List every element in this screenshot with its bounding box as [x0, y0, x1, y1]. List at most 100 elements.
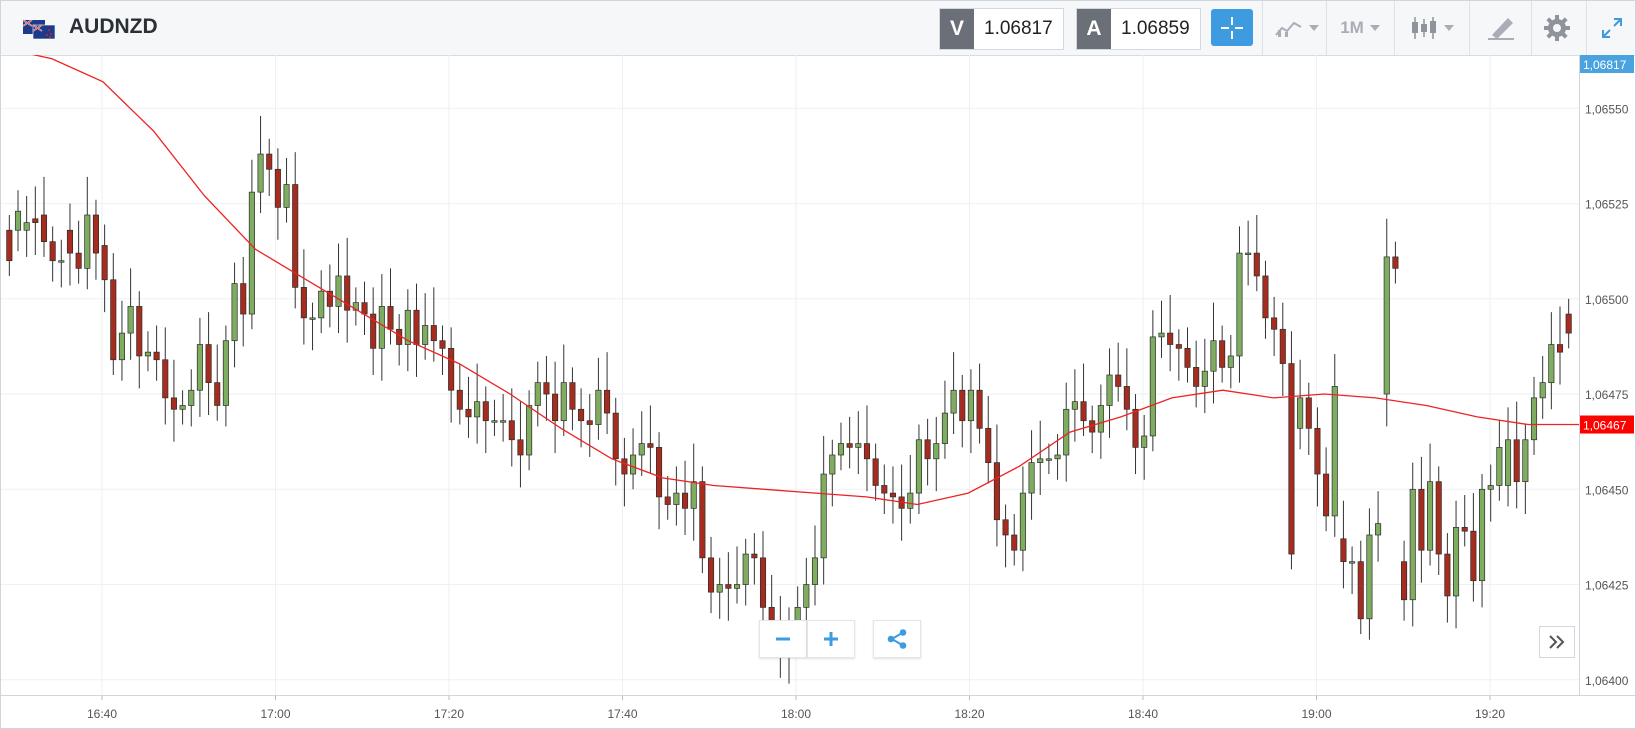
draw-icon — [1488, 18, 1514, 40]
zoom-controls — [759, 620, 855, 658]
candle-down — [456, 389, 463, 410]
candle-up — [318, 290, 325, 319]
candle-up — [14, 210, 22, 231]
candle-up — [222, 340, 229, 406]
candle-down — [1271, 317, 1278, 330]
candle-down — [1513, 439, 1520, 483]
fullscreen-button[interactable] — [1589, 5, 1635, 51]
candle-down — [300, 287, 307, 319]
toolbar-separator — [1469, 1, 1470, 55]
candle-up — [1141, 435, 1148, 448]
ask-price-box[interactable]: A 1.06859 — [1076, 8, 1201, 50]
candle-up — [352, 302, 359, 311]
candle-down — [759, 557, 767, 608]
candle-down — [240, 283, 247, 315]
candle-up — [1019, 492, 1026, 551]
candle-up — [179, 405, 186, 410]
candle-down — [508, 420, 515, 441]
candle-up — [1383, 256, 1390, 395]
share-icon — [887, 629, 907, 649]
candle-down — [1080, 401, 1087, 422]
candle-down — [1323, 473, 1330, 517]
symbol-title: AUDNZD — [69, 15, 158, 38]
price-tick-label: 1,06450 — [1585, 483, 1629, 497]
candle-up — [1487, 485, 1494, 490]
draw-tools-button[interactable] — [1476, 5, 1526, 51]
candle-up — [1236, 252, 1243, 357]
candle-down — [863, 443, 871, 460]
candle-down — [872, 458, 879, 486]
candle-up — [1453, 527, 1460, 597]
candle-up — [1227, 355, 1234, 368]
chart-grid — [1, 55, 1579, 695]
candle-down — [162, 359, 169, 399]
price-tick-label: 1,06550 — [1585, 102, 1629, 116]
time-tick-label: 17:00 — [260, 707, 290, 721]
candle-down — [361, 302, 368, 315]
toolbar-separator — [1394, 1, 1395, 55]
settings-button[interactable] — [1533, 5, 1581, 51]
candle-down — [1167, 332, 1174, 345]
zoom-out-button[interactable] — [759, 620, 807, 658]
candle-down — [292, 184, 299, 288]
candle-down — [664, 496, 671, 505]
time-tick-label: 18:00 — [781, 707, 811, 721]
candle-down — [881, 485, 888, 494]
candle-up — [1496, 447, 1503, 486]
current-price-label-bg — [1580, 55, 1634, 73]
candle-down — [1470, 530, 1477, 582]
candle-up — [196, 344, 203, 391]
candle-down — [846, 443, 853, 448]
candle-up — [716, 584, 723, 593]
candle-up — [23, 222, 30, 231]
crosshair-icon — [1221, 17, 1243, 39]
candle-series — [6, 115, 1572, 684]
candle-down — [344, 275, 351, 311]
candle-up — [690, 481, 697, 509]
scroll-right-button[interactable] — [1539, 626, 1575, 658]
candle-down — [1565, 313, 1572, 334]
candle-up — [1158, 332, 1165, 338]
chart-type-button[interactable] — [1403, 5, 1461, 51]
candle-down — [1132, 408, 1139, 448]
candle-down — [1123, 386, 1130, 410]
share-button[interactable] — [873, 620, 921, 658]
candle-down — [1002, 519, 1009, 536]
candle-down — [465, 408, 472, 418]
timeframe-button[interactable]: 1M — [1333, 5, 1387, 51]
candle-up — [742, 553, 749, 585]
candle-up — [422, 325, 429, 345]
bid-price-box[interactable]: V 1.06817 — [939, 8, 1064, 50]
zoom-out-icon — [776, 637, 790, 641]
candle-down — [1418, 488, 1425, 551]
candle-down — [1340, 538, 1347, 563]
candle-up — [1331, 386, 1338, 517]
candle-down — [621, 458, 628, 475]
toolbar-separator — [1262, 1, 1263, 55]
time-tick-label: 17:40 — [607, 707, 637, 721]
bid-value: 1.06817 — [984, 18, 1053, 39]
zoom-in-button[interactable] — [807, 620, 855, 658]
time-tick-label: 18:20 — [954, 707, 984, 721]
time-axis-border — [1, 695, 1635, 696]
candle-down — [32, 218, 39, 223]
indicators-button[interactable] — [1271, 5, 1323, 51]
candle-up — [378, 306, 385, 349]
candle-down — [66, 229, 74, 254]
candle-down — [40, 214, 48, 243]
crosshair-button[interactable] — [1211, 9, 1253, 46]
candle-up — [257, 153, 264, 193]
candle-down — [1262, 275, 1269, 319]
candle-up — [941, 412, 948, 444]
candle-down — [1401, 561, 1408, 601]
candle-down — [153, 351, 160, 361]
candle-down — [1175, 344, 1182, 349]
candle-up — [950, 389, 957, 414]
chart-header: AUDNZD V 1.06817 A 1.06859 1M — [1, 1, 1635, 56]
price-tick-label: 1,06525 — [1585, 198, 1629, 212]
candle-up — [829, 454, 836, 475]
candle-down — [699, 481, 706, 559]
candle-up — [638, 443, 645, 456]
candle-up — [1297, 397, 1304, 429]
candle-down — [1115, 374, 1122, 387]
